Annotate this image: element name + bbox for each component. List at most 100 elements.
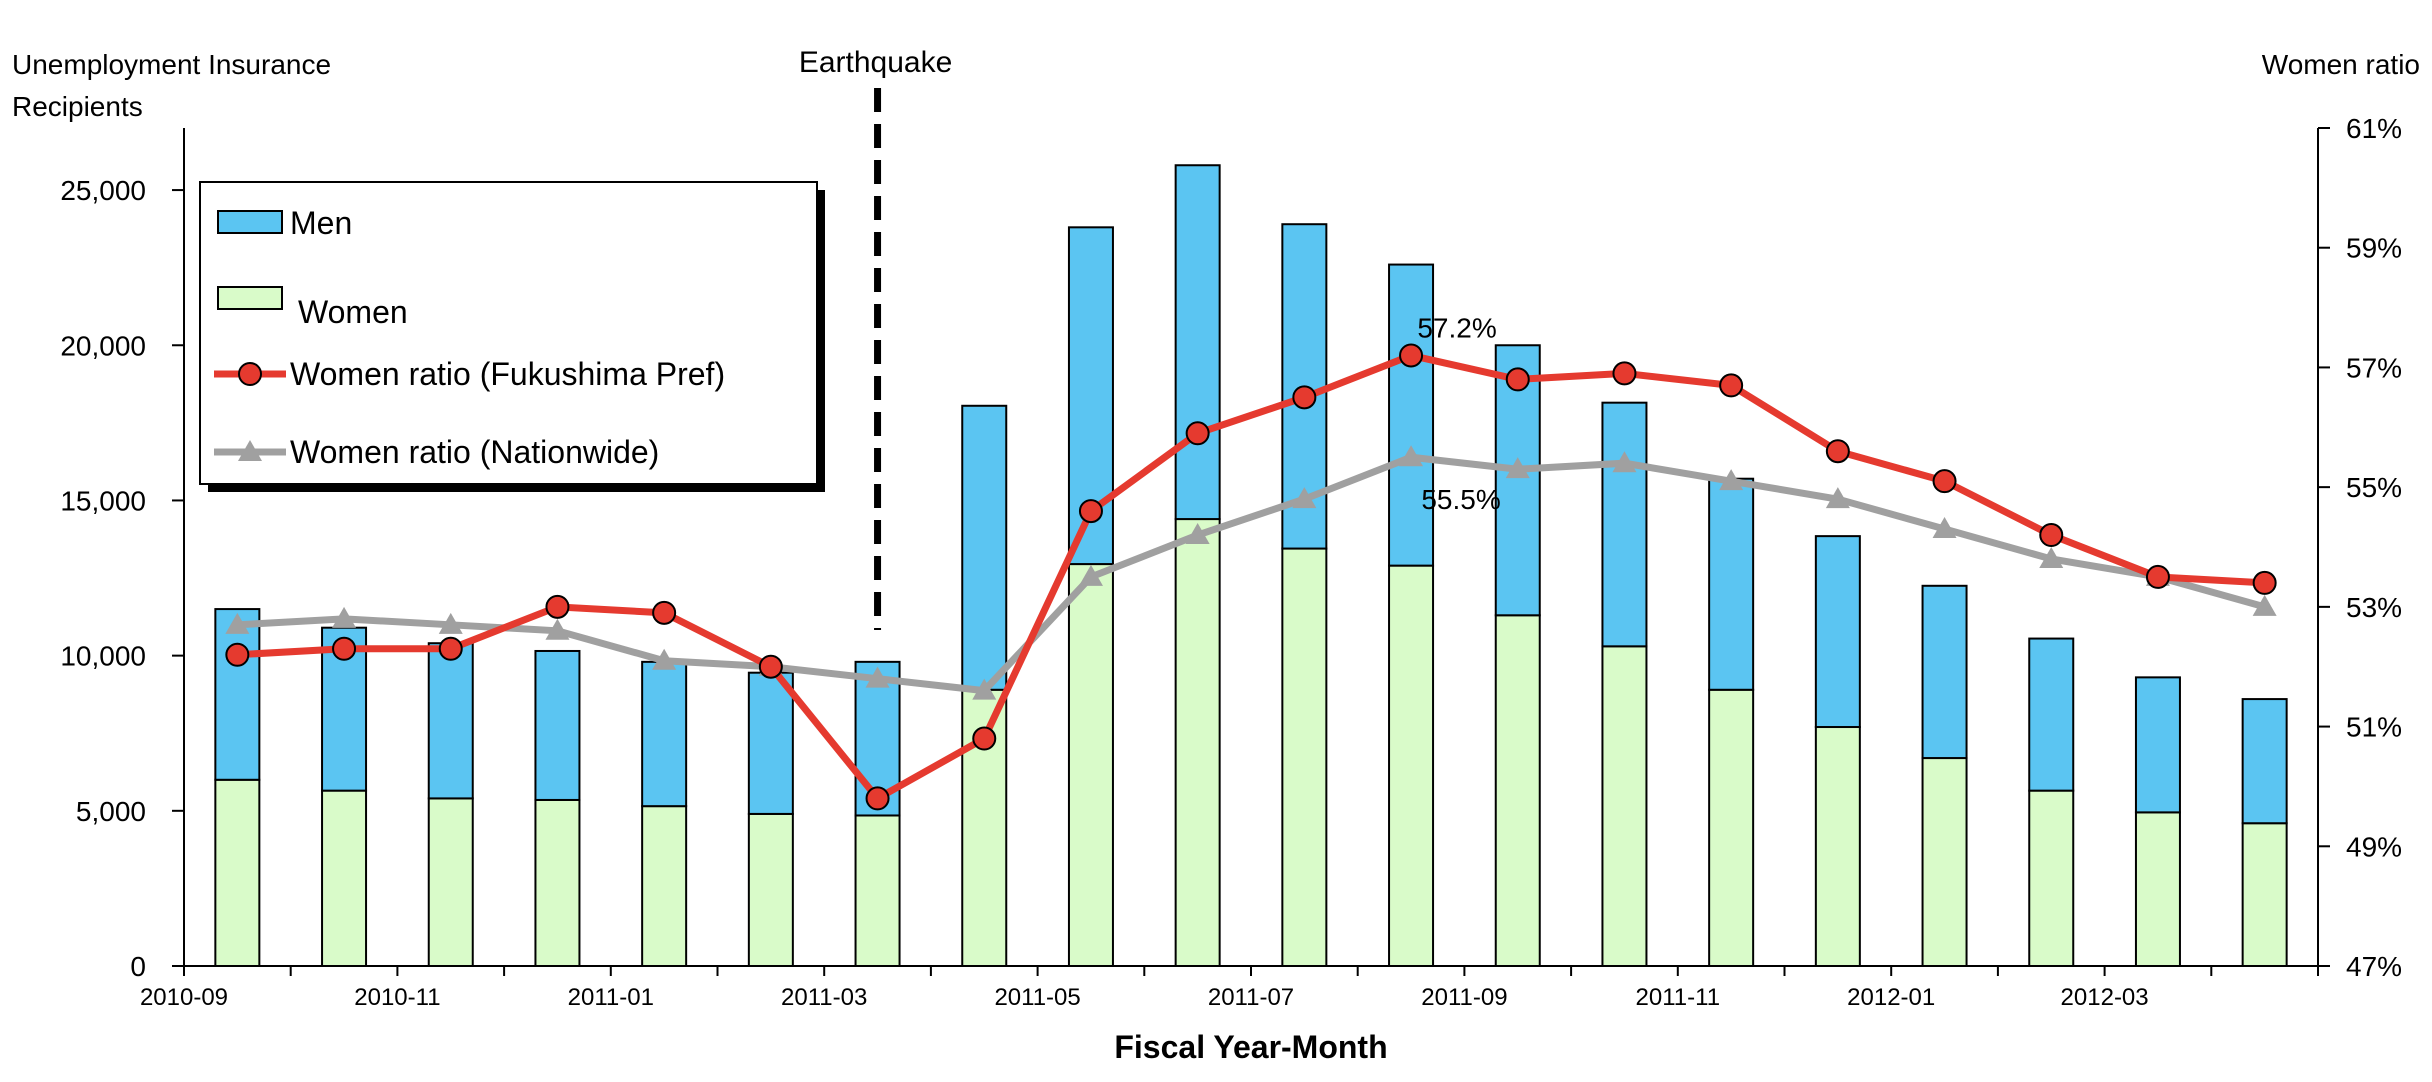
bar-women [1814, 726, 1861, 968]
legend-label-men: Men [290, 205, 352, 241]
bar-men [641, 660, 688, 808]
marker-nationwide [332, 606, 357, 628]
x-tick-label: 2011-09 [1421, 984, 1507, 1011]
y-tick-label: 25,000 [60, 175, 146, 206]
x-tick-label: 2011-05 [994, 984, 1080, 1011]
data-label-nationwide-peak: 55.5% [1421, 484, 1500, 515]
y-tick-label: 20,000 [60, 330, 146, 361]
marker-nationwide [652, 648, 677, 670]
x-tick-label: 2011-07 [1208, 984, 1294, 1011]
x-tick-label: 2012-01 [1847, 984, 1935, 1011]
bar-women [641, 805, 688, 967]
x-tick-label: 2011-11 [1636, 984, 1721, 1011]
marker-nationwide [1185, 523, 1210, 545]
bar-women [427, 797, 474, 968]
bar-men [321, 626, 368, 792]
marker-fukushima [652, 600, 677, 625]
marker-nationwide [1505, 457, 1530, 479]
legend-label-nationwide: Women ratio (Nationwide) [290, 434, 659, 470]
bar-women [1281, 547, 1328, 968]
y-axis-title: Unemployment Insurance Recipients [12, 49, 331, 122]
line-fukushima [237, 351, 2265, 803]
marker-fukushima [225, 642, 250, 667]
marker-fukushima [865, 786, 890, 811]
bar-men [1388, 263, 1435, 567]
bar-women [747, 812, 794, 967]
bar-men [747, 671, 794, 815]
axes-layer: 0 5,000 10,000 15,000 20,000 25,000 47% 49% 51% 5… [12, 49, 2420, 1065]
bar-men [427, 642, 474, 800]
marker-nationwide [1292, 487, 1317, 509]
y-tick-label: 15,000 [60, 485, 146, 516]
lines-layer [225, 343, 2277, 811]
y-tick-label: 10,000 [60, 641, 146, 672]
marker-fukushima [1612, 361, 1637, 386]
bars-layer [214, 164, 2288, 968]
marker-fukushima [2145, 564, 2170, 589]
bar-women [1174, 518, 1221, 967]
bar-men [2028, 637, 2075, 792]
marker-fukushima [438, 636, 463, 661]
bar-women [1921, 757, 1968, 968]
marker-nationwide [865, 666, 890, 688]
marker-nationwide [1825, 487, 1850, 509]
legend: Men Women Women ratio (Fukushima Pref) Wome… [199, 181, 825, 492]
bar-women [1708, 688, 1755, 968]
x-axis-title: Fiscal Year-Month [1114, 1029, 1387, 1065]
y2-tick-label: 53% [2346, 592, 2402, 623]
legend-swatch-women [217, 286, 283, 310]
y2-tick-label: 55% [2346, 472, 2402, 503]
bar-men [1708, 477, 1755, 691]
bar-men [214, 608, 261, 781]
y2-tick-label: 51% [2346, 712, 2402, 743]
y-tick-label: 5,000 [76, 796, 146, 827]
bar-women [534, 798, 581, 967]
bar-women [214, 778, 261, 967]
marker-nationwide [2252, 594, 2277, 616]
bar-men [534, 649, 581, 801]
marker-fukushima [545, 594, 570, 619]
legend-marker-fukushima [238, 362, 262, 386]
marker-nationwide [1719, 469, 1744, 491]
bar-women [854, 814, 901, 968]
x-tick-label: 2012-03 [2061, 984, 2149, 1011]
marker-fukushima [2039, 523, 2064, 548]
annotations-layer: Earthquake 57.2% 55.5% [799, 46, 1501, 630]
marker-fukushima [332, 636, 357, 661]
marker-fukushima [2252, 570, 2277, 595]
marker-fukushima [1932, 469, 1957, 494]
bar-men [2241, 698, 2288, 825]
y2-axis-title: Women ratio [2262, 49, 2420, 80]
bar-men [1601, 401, 1648, 648]
bar-women [1494, 614, 1541, 967]
legend-label-fukushima: Women ratio (Fukushima Pref) [290, 356, 725, 392]
x-tick-label: 2010-09 [140, 984, 228, 1011]
data-label-fukushima-peak: 57.2% [1417, 312, 1496, 343]
marker-nationwide [1399, 445, 1424, 467]
marker-nationwide [1612, 451, 1637, 473]
bar-men [1174, 164, 1221, 521]
marker-nationwide [1932, 517, 1957, 539]
marker-nationwide [545, 618, 570, 640]
marker-fukushima [758, 654, 783, 679]
marker-nationwide [438, 612, 463, 634]
bar-men [1921, 584, 1968, 760]
y2-tick-label: 49% [2346, 831, 2402, 862]
marker-fukushima [1078, 499, 1103, 524]
marker-fukushima [1505, 367, 1530, 392]
x-tick-label: 2011-03 [781, 984, 867, 1011]
y2-tick-label: 59% [2346, 233, 2402, 264]
y2-tick-label: 61% [2346, 113, 2402, 144]
x-tick-label: 2010-11 [354, 984, 440, 1011]
bar-women [321, 789, 368, 967]
bar-men [1814, 535, 1861, 729]
marker-nationwide [225, 612, 250, 634]
bar-women [2241, 822, 2288, 967]
bar-women [1601, 645, 1648, 968]
marker-fukushima [1292, 385, 1317, 410]
line-nationwide [237, 453, 2266, 695]
marker-fukushima [972, 726, 997, 751]
bar-women [2134, 811, 2181, 967]
bar-men [961, 404, 1008, 691]
